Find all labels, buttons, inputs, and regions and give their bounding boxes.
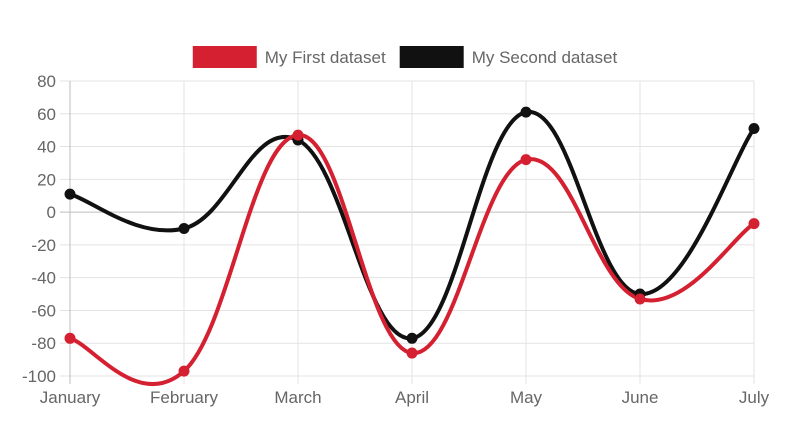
legend-item[interactable]: My Second dataset xyxy=(399,46,618,68)
legend-label: My Second dataset xyxy=(472,48,618,67)
x-tick-label: June xyxy=(622,388,659,407)
x-tick-label: February xyxy=(150,388,219,407)
y-tick-label: -20 xyxy=(31,236,56,255)
y-tick-label: -80 xyxy=(31,334,56,353)
legend-swatch xyxy=(192,46,257,68)
data-point[interactable] xyxy=(520,106,532,118)
data-point[interactable] xyxy=(520,154,532,166)
data-point[interactable] xyxy=(64,188,76,200)
data-point[interactable] xyxy=(292,129,304,141)
data-point[interactable] xyxy=(178,365,190,377)
y-tick-label: -40 xyxy=(31,269,56,288)
legend-label: My First dataset xyxy=(265,48,386,67)
data-points xyxy=(64,106,760,377)
data-point[interactable] xyxy=(634,293,646,305)
legend-swatch xyxy=(399,46,464,68)
legend[interactable]: My First dataset My Second dataset xyxy=(192,46,618,68)
legend-item[interactable]: My First dataset xyxy=(192,46,386,68)
y-tick-label: -100 xyxy=(22,367,56,386)
y-tick-label: 40 xyxy=(37,138,56,157)
data-point[interactable] xyxy=(64,332,76,344)
x-tick-label: April xyxy=(395,388,429,407)
y-tick-label: 0 xyxy=(47,203,56,222)
y-tick-label: 60 xyxy=(37,105,56,124)
data-point[interactable] xyxy=(178,223,190,234)
data-point[interactable] xyxy=(406,332,418,344)
data-point[interactable] xyxy=(748,218,760,230)
y-tick-label: 80 xyxy=(37,72,56,91)
x-tick-label: May xyxy=(510,388,543,407)
y-tick-label: -60 xyxy=(31,301,56,320)
data-point[interactable] xyxy=(406,347,418,359)
x-tick-label: July xyxy=(739,388,770,407)
data-point[interactable] xyxy=(748,123,760,135)
x-tick-label: March xyxy=(274,388,321,407)
x-tick-label: January xyxy=(40,388,101,407)
y-tick-label: 20 xyxy=(37,170,56,189)
axes: 80 60 40 20 0 -20 -40 -60 -80 -100 January February… xyxy=(22,72,770,407)
